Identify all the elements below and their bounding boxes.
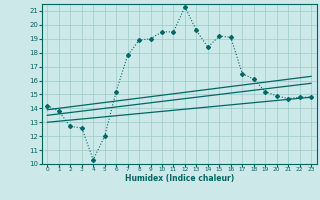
X-axis label: Humidex (Indice chaleur): Humidex (Indice chaleur) — [124, 174, 234, 183]
